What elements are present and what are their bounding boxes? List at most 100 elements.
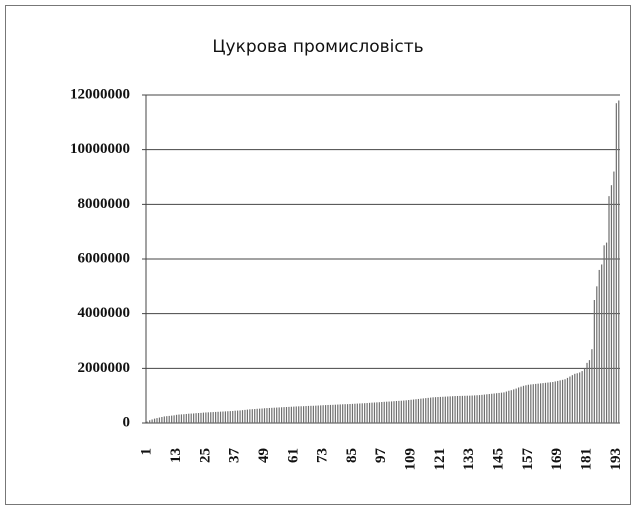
bar — [383, 401, 385, 423]
bar — [349, 404, 351, 423]
bar — [581, 371, 583, 423]
bar — [227, 411, 229, 423]
bar — [583, 368, 586, 423]
bar — [601, 264, 603, 423]
bar — [251, 409, 253, 423]
bar — [444, 396, 446, 423]
bar — [215, 411, 217, 423]
x-tick-label: 97 — [373, 448, 389, 464]
bar — [527, 384, 529, 423]
bar — [229, 411, 231, 423]
bar — [339, 404, 341, 423]
bar — [500, 392, 503, 423]
bar — [488, 394, 490, 423]
bar — [354, 403, 356, 423]
chart-title: Цукрова промисловість — [212, 37, 423, 57]
bar — [361, 403, 363, 423]
bar — [476, 395, 478, 423]
bar — [263, 408, 266, 423]
bar — [180, 414, 183, 423]
bar — [217, 411, 219, 423]
bar — [290, 406, 292, 423]
bar — [395, 400, 398, 423]
bar — [544, 382, 547, 423]
x-tick-label: 1 — [139, 448, 155, 456]
bar — [259, 408, 261, 423]
bar — [598, 269, 600, 423]
bar — [268, 407, 270, 423]
bar — [173, 415, 175, 423]
x-tick-label: 37 — [227, 448, 243, 464]
bar — [188, 413, 190, 423]
bar — [168, 415, 170, 423]
bar — [564, 379, 566, 423]
bar — [158, 417, 161, 423]
bar — [281, 407, 283, 423]
bar — [288, 406, 290, 423]
bar — [603, 245, 605, 423]
bar — [557, 380, 559, 423]
bar — [334, 404, 336, 423]
bar — [574, 373, 576, 423]
bar — [293, 406, 295, 423]
bar — [393, 401, 395, 423]
bar — [371, 402, 373, 423]
x-tick-label: 157 — [520, 448, 536, 471]
bar — [427, 397, 429, 423]
bar — [278, 407, 280, 423]
x-tick-label: 61 — [285, 448, 301, 463]
bar — [317, 405, 319, 423]
bar — [425, 398, 427, 423]
bar — [522, 385, 525, 423]
bar — [461, 395, 464, 423]
bar — [596, 286, 598, 423]
bar — [493, 393, 495, 423]
bar — [579, 372, 581, 423]
bar — [434, 397, 437, 423]
bar — [232, 410, 234, 423]
bar — [366, 403, 368, 423]
bar — [532, 384, 534, 423]
bar — [508, 390, 510, 423]
bar — [210, 412, 212, 423]
y-tick-label: 10000000 — [70, 141, 130, 157]
bar — [185, 413, 187, 423]
bar — [178, 414, 180, 423]
bar — [322, 405, 324, 423]
bar — [569, 376, 571, 423]
bar — [239, 410, 241, 423]
bar — [447, 396, 449, 423]
bar — [156, 418, 158, 423]
x-tick-label: 73 — [315, 448, 331, 463]
bar — [315, 405, 317, 423]
bar — [430, 397, 432, 423]
bar — [183, 414, 185, 423]
bar — [249, 409, 251, 423]
bar — [571, 375, 573, 423]
bar — [525, 385, 527, 423]
y-tick-label: 4000000 — [78, 305, 131, 321]
y-tick-label: 12000000 — [70, 86, 130, 102]
bar — [547, 382, 549, 423]
bar — [439, 396, 442, 423]
bar — [246, 409, 248, 423]
bar — [459, 395, 461, 423]
bar — [222, 411, 224, 423]
x-tick-label: 121 — [432, 448, 448, 471]
x-tick-label: 109 — [403, 448, 419, 471]
bar — [193, 413, 195, 423]
bar — [254, 409, 256, 423]
bar — [285, 407, 288, 423]
bar — [320, 405, 322, 423]
bar — [403, 400, 405, 423]
bar — [378, 402, 380, 423]
bar — [300, 406, 302, 423]
bar — [549, 382, 551, 423]
bar — [503, 392, 505, 423]
bar — [481, 394, 483, 423]
y-tick-label: 0 — [123, 414, 131, 430]
bar — [212, 412, 214, 423]
y-tick-label: 6000000 — [78, 250, 131, 266]
bar — [337, 404, 339, 423]
